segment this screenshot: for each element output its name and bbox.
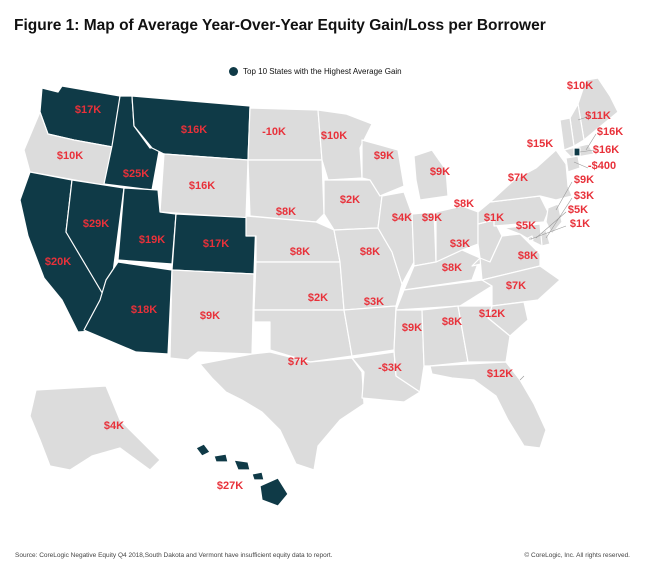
leader-line-ct (573, 161, 589, 169)
legend-label: Top 10 States with the Highest Average G… (243, 67, 402, 76)
value-label-de: $3K (574, 190, 594, 202)
value-label-wa: $17K (75, 104, 101, 116)
leader-line-nh (577, 115, 591, 121)
value-label-nc: $8K (518, 250, 538, 262)
state-ct (565, 155, 581, 173)
value-label-ca: $20K (45, 256, 71, 268)
value-label-sc: $7K (506, 280, 526, 292)
state-tx (199, 351, 365, 471)
state-wi (361, 139, 405, 197)
value-label-pa: $7K (508, 172, 528, 184)
value-label-la: -$3K (378, 362, 402, 374)
value-label-or: $10K (57, 150, 83, 162)
value-label-hi: $27K (217, 480, 243, 492)
leader-line-nj (555, 181, 573, 211)
state-il (377, 191, 415, 285)
copyright-note: © CoreLogic, Inc. All rights reserved. (524, 552, 630, 559)
value-label-ne: $8K (276, 206, 296, 218)
value-label-ky: $3K (450, 238, 470, 250)
value-label-ut: $19K (139, 234, 165, 246)
state-ny (489, 149, 573, 203)
value-label-tx: $7K (288, 356, 308, 368)
state-ri (573, 147, 581, 157)
value-label-nh: $11K (585, 110, 611, 122)
value-label-ny: $15K (527, 138, 553, 150)
value-label-oh: $8K (454, 198, 474, 210)
value-label-me: $10K (567, 80, 593, 92)
leader-line-ma (585, 133, 597, 151)
value-label-ia: $2K (340, 194, 360, 206)
legend: Top 10 States with the Highest Average G… (229, 67, 402, 76)
state-tn (395, 279, 493, 311)
value-label-ak: $4K (104, 420, 124, 432)
value-label-md: $5K (568, 204, 588, 216)
state-ga (457, 305, 511, 363)
value-label-nv: $29K (83, 218, 109, 230)
value-label-ga: $12K (479, 308, 505, 320)
value-label-ms: $9K (402, 322, 422, 334)
value-label-nd: -10K (262, 126, 286, 138)
value-label-mt: $16K (181, 124, 207, 136)
source-note: Source: CoreLogic Negative Equity Q4 201… (15, 552, 333, 559)
leader-line-dc (530, 225, 567, 240)
value-label-wv: $1K (484, 212, 504, 224)
legend-swatch (229, 67, 238, 76)
leader-line-fl (519, 375, 525, 381)
value-label-in: $9K (422, 212, 442, 224)
value-label-ri: $16K (593, 144, 619, 156)
value-label-co: $17K (203, 238, 229, 250)
figure-title: Figure 1: Map of Average Year-Over-Year … (14, 17, 546, 34)
value-label-dc: $1K (570, 218, 590, 230)
state-nj (545, 203, 563, 235)
value-label-wy: $16K (189, 180, 215, 192)
state-sd (247, 159, 325, 223)
value-label-ok: $2K (308, 292, 328, 304)
state-nm (169, 269, 255, 361)
state-ks (253, 261, 345, 311)
value-label-ar: $3K (364, 296, 384, 308)
value-label-il: $4K (392, 212, 412, 224)
value-label-nm: $9K (200, 310, 220, 322)
leader-line-md (535, 211, 567, 239)
value-label-ks: $8K (290, 246, 310, 258)
value-label-va: $5K (516, 220, 536, 232)
state-nc (481, 265, 561, 307)
value-label-mi: $9K (430, 166, 450, 178)
value-label-ct: -$400 (588, 160, 616, 172)
value-label-ma: $16K (597, 126, 623, 138)
state-mn (317, 109, 373, 181)
value-label-fl: $12K (487, 368, 513, 380)
value-label-nj: $9K (574, 174, 594, 186)
state-me (577, 77, 619, 141)
state-ak (29, 385, 161, 471)
value-label-mn: $10K (321, 130, 347, 142)
leader-line-ri (579, 149, 595, 153)
value-label-al: $8K (442, 316, 462, 328)
state-ar (343, 305, 397, 357)
state-al (421, 305, 469, 367)
value-label-mo: $8K (360, 246, 380, 258)
state-dc (527, 235, 534, 242)
state-hi (195, 443, 289, 507)
state-mi (413, 149, 449, 201)
value-label-az: $18K (131, 304, 157, 316)
value-label-wi: $9K (374, 150, 394, 162)
state-vt (559, 117, 575, 151)
value-label-tn: $8K (442, 262, 462, 274)
value-label-id: $25K (123, 168, 149, 180)
